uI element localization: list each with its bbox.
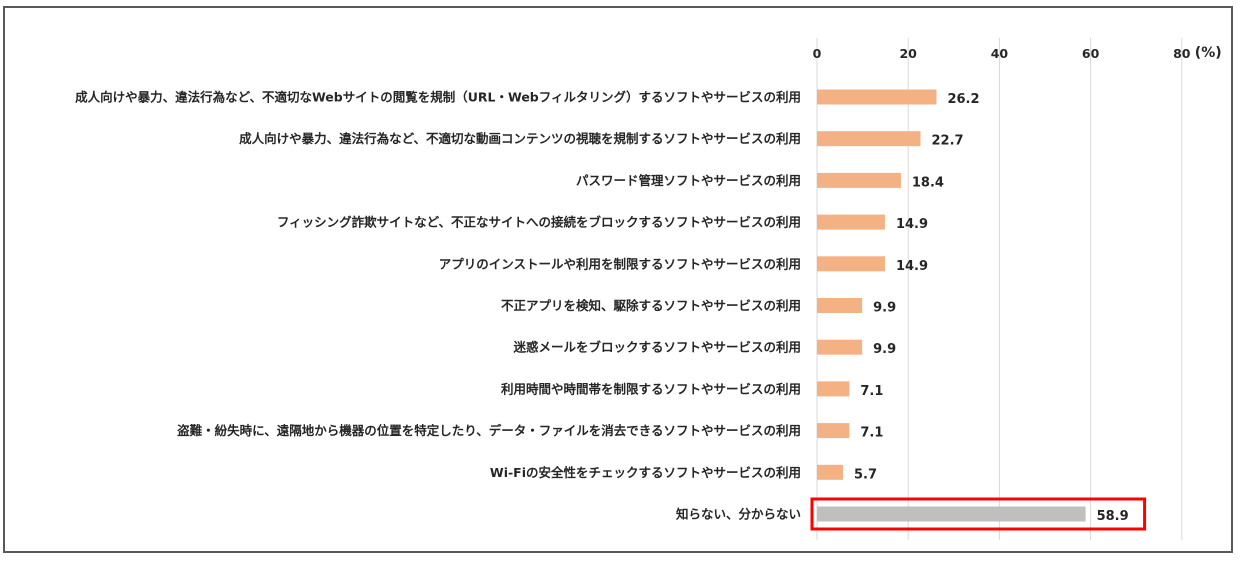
value-label: 22.7 [932, 134, 964, 149]
category-label: 迷惑メールをブロックするソフトやサービスの利用 [512, 340, 801, 355]
x-tick-label: 0 [813, 46, 822, 61]
value-label: 14.9 [896, 259, 928, 274]
bar [817, 214, 885, 230]
grid-lines [816, 38, 1183, 540]
x-tick-label: 40 [991, 46, 1009, 61]
highlight-box [810, 497, 1147, 531]
x-axis-ticks: 0 20 40 60 80 [813, 46, 1191, 61]
category-label: 盗難・紛失時に、遠隔地から機器の位置を特定したり、データ・ファイルを消去できるソ… [177, 423, 801, 438]
category-label: 知らない、分からない [675, 507, 801, 522]
category-label: アプリのインストールや利用を制限するソフトやサービスの利用 [439, 256, 801, 271]
value-label: 7.1 [860, 384, 883, 399]
value-label: 26.2 [947, 92, 979, 107]
category-label: フィッシング詐欺サイトなど、不正なサイトへの接続をブロックするソフトやサービスの… [277, 215, 801, 230]
bars [817, 89, 1086, 522]
bar [817, 464, 843, 480]
bar [817, 381, 850, 397]
value-label: 9.9 [873, 301, 896, 316]
bar [817, 256, 885, 272]
chart-frame: 0 20 40 60 80 (%) 成人向けや暴力、違法行為など、不適切なWebサイトの… [3, 6, 1233, 553]
value-label: 14.9 [896, 217, 928, 232]
category-label: 利用時間や時間帯を制限するソフトやサービスの利用 [501, 381, 801, 396]
category-label: 不正アプリを検知、駆除するソフトやサービスの利用 [501, 298, 801, 313]
value-label: 58.9 [1097, 509, 1129, 524]
value-label: 18.4 [912, 175, 944, 190]
bar-chart: 0 20 40 60 80 (%) 成人向けや暴力、違法行為など、不適切なWebサイトの… [75, 38, 1222, 540]
bar [817, 506, 1086, 522]
category-labels: 成人向けや暴力、違法行為など、不適切なWebサイトの閲覧を規制（URL・Webフ… [75, 90, 801, 522]
x-tick-label: 80 [1173, 46, 1191, 61]
value-label: 7.1 [860, 426, 883, 441]
value-label: 5.7 [854, 467, 877, 482]
bar [817, 172, 901, 188]
category-label: 成人向けや暴力、違法行為など、不適切なWebサイトの閲覧を規制（URL・Webフ… [75, 90, 801, 105]
bar [817, 89, 937, 105]
value-labels: 26.2 22.7 18.4 14.9 14.9 9.9 9.9 7.1 7.1 5.7 58.9 [854, 92, 1129, 524]
category-label: 成人向けや暴力、違法行為など、不適切な動画コンテンツの視聴を規制するソフトやサー… [239, 131, 801, 146]
bar [817, 131, 921, 147]
unit-label: (%) [1195, 45, 1222, 61]
x-tick-label: 60 [1082, 46, 1100, 61]
category-label: パスワード管理ソフトやサービスの利用 [576, 173, 801, 188]
bar [817, 339, 863, 355]
x-tick-label: 20 [899, 46, 917, 61]
category-label: Wi-Fiの安全性をチェックするソフトやサービスの利用 [490, 465, 801, 480]
bar [817, 423, 850, 439]
value-label: 9.9 [873, 342, 896, 357]
bar [817, 298, 863, 313]
